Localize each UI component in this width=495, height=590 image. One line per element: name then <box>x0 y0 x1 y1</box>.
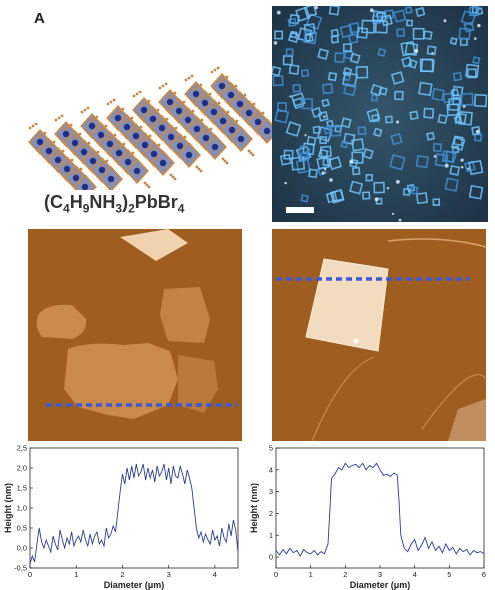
c-y-tick-label: 2,0 <box>17 464 27 473</box>
d-y-tick-label: 5 <box>269 444 273 453</box>
scale-bar <box>286 207 314 213</box>
d-y-tick-label: 0 <box>269 553 273 562</box>
c-height-profile-line <box>29 463 239 565</box>
d-y-axis-title: Height (nm) <box>249 483 259 533</box>
afm-image-d <box>272 229 486 441</box>
c-y-tick-label: 0,5 <box>17 524 27 533</box>
height-profile-chart-c: 0 1 2 3 4 -0,5 0,0 0,5 1,0 1,5 2,0 2,5 Diameter (μm)… <box>3 444 239 590</box>
c-x-tick-label: 2 <box>120 570 124 579</box>
c-x-tick-label: 3 <box>167 570 171 579</box>
c-plot-frame <box>29 447 239 569</box>
c-y-tick-label: 1,0 <box>17 504 27 513</box>
d-x-tick-label: 5 <box>447 570 451 579</box>
d-x-tick-label: 6 <box>482 570 486 579</box>
c-x-tick-label: 4 <box>213 570 217 579</box>
d-x-tick-label: 4 <box>413 570 417 579</box>
d-x-tick-label: 2 <box>343 570 347 579</box>
d-plot-frame <box>275 447 485 569</box>
d-y-tick-label: 1 <box>269 531 273 540</box>
c-x-tick-label: 1 <box>74 570 78 579</box>
c-x-axis-title: Diameter (μm) <box>104 580 165 590</box>
d-x-tick-label: 0 <box>274 570 278 579</box>
d-x-axis-title: Diameter (μm) <box>350 580 411 590</box>
d-height-profile-line <box>275 462 485 557</box>
c-y-tick-label: 1,5 <box>17 484 27 493</box>
flake-left <box>36 304 87 339</box>
c-y-tick-label: 0,0 <box>17 544 27 553</box>
c-y-tick-label: -0,5 <box>14 564 27 573</box>
d-y-tick-label: 4 <box>269 465 273 474</box>
flake-top <box>120 229 188 261</box>
flake-center <box>64 343 178 419</box>
chemical-formula: (C4H9NH3)2PbBr4 <box>44 192 185 216</box>
flake-d <box>306 259 388 351</box>
d-x-tick-label: 3 <box>378 570 382 579</box>
d-y-tick-label: 2 <box>269 509 273 518</box>
d-y-tick-label: 3 <box>269 487 273 496</box>
flake-lower-right <box>178 355 218 413</box>
crystal-structure-illustration <box>28 66 275 190</box>
height-profile-chart-d: 0 1 2 3 4 5 6 0 1 2 3 4 5 Diameter (μm) Height (nm) <box>249 444 486 590</box>
afm-image-c <box>28 229 242 441</box>
c-y-tick-label: 2,5 <box>17 444 27 453</box>
c-x-tick-label: 0 <box>28 570 32 579</box>
d-x-tick-label: 1 <box>309 570 313 579</box>
panel-label-a: A <box>34 10 45 27</box>
flake-right <box>160 287 210 343</box>
fluorescence-micrograph <box>272 6 488 222</box>
c-y-axis-title: Height (nm) <box>3 483 13 533</box>
